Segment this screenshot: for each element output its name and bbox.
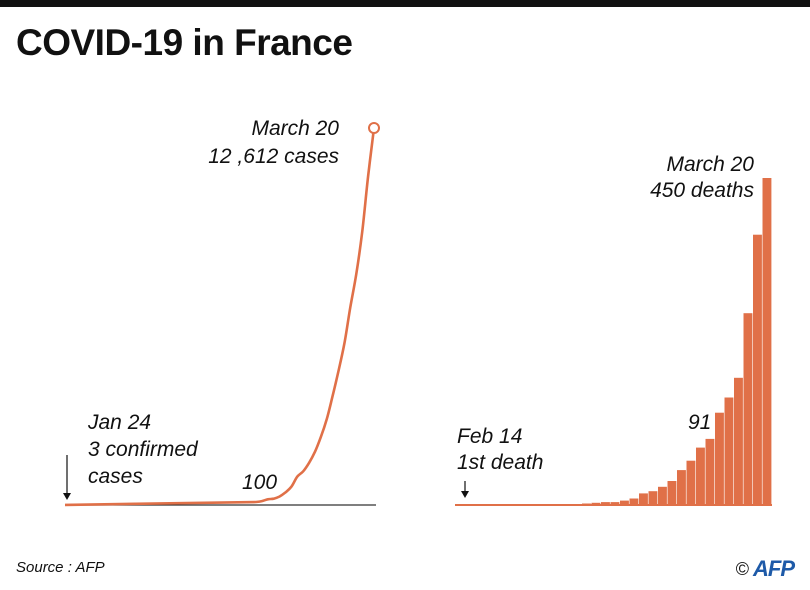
death-bar-mar-6 [629,498,639,505]
death-bar-mar-3 [601,502,610,505]
cases-start-text-label-1: 3 confirmed [88,438,199,461]
cases-start-text-label-2: cases [88,465,143,488]
page-title: COVID-19 in France [16,22,353,63]
cases-end-date-label: March 20 [251,117,339,140]
death-bar-mar-5 [620,500,629,505]
death-bar-mar-19 [753,234,762,505]
death-bar-mar-18 [743,313,753,505]
death-bar-mar-2 [591,502,601,505]
death-bar-mar-15 [715,412,724,505]
credit: © AFP [735,556,795,582]
cases-end-marker [368,122,380,134]
death-bar-mar-11 [677,470,686,505]
death-bar-mar-13 [696,447,705,505]
deaths-start-arrow [461,481,469,498]
cases-chart: March 20 12 ,612 cases Jan 24 3 confirme… [63,117,380,507]
death-bar-mar-4 [610,502,620,505]
death-bar-mar-8 [648,491,658,505]
copyright-symbol: © [735,558,749,579]
cases-mid-value-label: 100 [242,471,277,494]
cases-start-arrow [63,455,71,500]
afp-logo: AFP [753,556,795,581]
deaths-start-text-label: 1st death [457,451,543,474]
top-rule [0,0,810,7]
death-bar-mar-1 [582,503,591,505]
death-bar-mar-16 [724,397,734,505]
death-bar-mar-10 [667,481,677,505]
source-note: Source : AFP [16,559,105,576]
death-bar-mar-7 [639,493,648,505]
cases-series-line [64,127,376,507]
death-bar-mar-12 [686,460,696,505]
death-bar-mar-20 [762,178,772,505]
deaths-chart: March 20 450 deaths Feb 14 1st death 91 [455,153,772,506]
death-bar-mar-17 [734,377,743,505]
death-bar-mar-9 [658,486,667,505]
cases-start-date-label: Jan 24 [87,411,151,434]
deaths-mid-value-label: 91 [688,411,711,434]
deaths-end-date-label: March 20 [666,153,754,176]
death-bar-mar-14 [705,438,715,505]
cases-end-value-label: 12 ,612 cases [208,145,339,168]
deaths-end-value-label: 450 deaths [650,179,754,202]
deaths-start-date-label: Feb 14 [457,425,522,448]
deaths-bars [582,178,772,505]
